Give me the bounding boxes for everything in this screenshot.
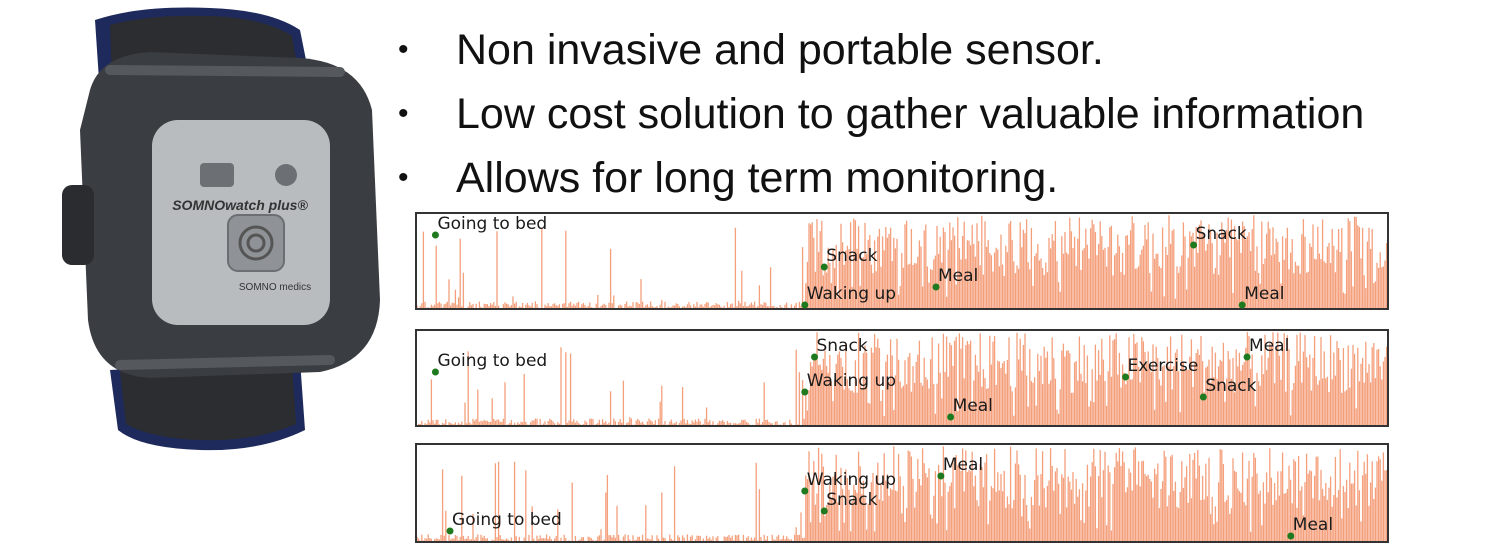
event-label: Snack bbox=[826, 246, 877, 266]
feature-text: Allows for long term monitoring. bbox=[456, 154, 1059, 202]
activity-panel-2: Going to bed Waking up Snack Meal Exercise Sn… bbox=[413, 327, 1393, 429]
event-label: Meal bbox=[1293, 515, 1333, 535]
activity-frame bbox=[415, 212, 1389, 310]
event-marker bbox=[1243, 353, 1251, 361]
feature-item: • Non invasive and portable sensor. bbox=[398, 18, 1364, 82]
event-marker bbox=[1238, 301, 1246, 309]
event-marker bbox=[446, 527, 454, 535]
event-marker bbox=[431, 368, 439, 376]
event-marker bbox=[947, 413, 955, 421]
event-label: Waking up bbox=[807, 284, 896, 304]
event-marker bbox=[801, 487, 809, 495]
event-marker bbox=[431, 231, 439, 239]
event-label: Going to bed bbox=[452, 510, 562, 530]
event-marker bbox=[801, 301, 809, 309]
svg-text:SOMNOwatch plus®: SOMNOwatch plus® bbox=[172, 197, 308, 213]
event-label: Waking up bbox=[807, 371, 896, 391]
bullet-dot: • bbox=[398, 161, 409, 194]
watch-side-button bbox=[62, 185, 94, 265]
event-label: Snack bbox=[1196, 224, 1247, 244]
feature-item: • Allows for long term monitoring. bbox=[398, 146, 1364, 210]
bullet-dot: • bbox=[398, 33, 409, 66]
event-marker bbox=[1190, 241, 1198, 249]
bullet-dot: • bbox=[398, 97, 409, 130]
event-label: Snack bbox=[1205, 376, 1256, 396]
event-label: Meal bbox=[953, 396, 993, 416]
activity-panel-1: Going to bed Waking up Snack Meal Snack Meal bbox=[413, 210, 1393, 312]
event-marker bbox=[820, 263, 828, 271]
event-marker bbox=[1199, 393, 1207, 401]
activity-frame bbox=[415, 443, 1389, 543]
event-label: Exercise bbox=[1128, 356, 1199, 376]
feature-text: Low cost solution to gather valuable inf… bbox=[456, 90, 1365, 138]
event-label: Going to bed bbox=[437, 351, 547, 371]
event-label: Waking up bbox=[807, 470, 896, 490]
event-label: Meal bbox=[1244, 284, 1284, 304]
event-label: Meal bbox=[1249, 336, 1289, 356]
feature-item: • Low cost solution to gather valuable in… bbox=[398, 82, 1364, 146]
event-marker bbox=[820, 507, 828, 515]
event-marker bbox=[811, 353, 819, 361]
event-label: Snack bbox=[826, 490, 877, 510]
somnowatch-image: SOMNOwatch plus® SOMNO medics bbox=[62, 7, 380, 451]
feature-list: • Non invasive and portable sensor. • Low … bbox=[398, 18, 1364, 210]
feature-text: Non invasive and portable sensor. bbox=[456, 26, 1104, 74]
event-marker bbox=[801, 388, 809, 396]
svg-text:SOMNO medics: SOMNO medics bbox=[239, 282, 311, 293]
event-label: Going to bed bbox=[437, 214, 547, 234]
activity-panel-3: Going to bed Waking up Snack Meal Meal bbox=[413, 441, 1393, 545]
activity-frame bbox=[415, 329, 1389, 427]
event-marker bbox=[1122, 373, 1130, 381]
event-marker bbox=[932, 283, 940, 291]
event-label: Meal bbox=[943, 455, 983, 475]
event-label: Meal bbox=[938, 266, 978, 286]
event-label: Snack bbox=[817, 336, 868, 356]
event-marker bbox=[1287, 532, 1295, 540]
event-marker bbox=[937, 472, 945, 480]
